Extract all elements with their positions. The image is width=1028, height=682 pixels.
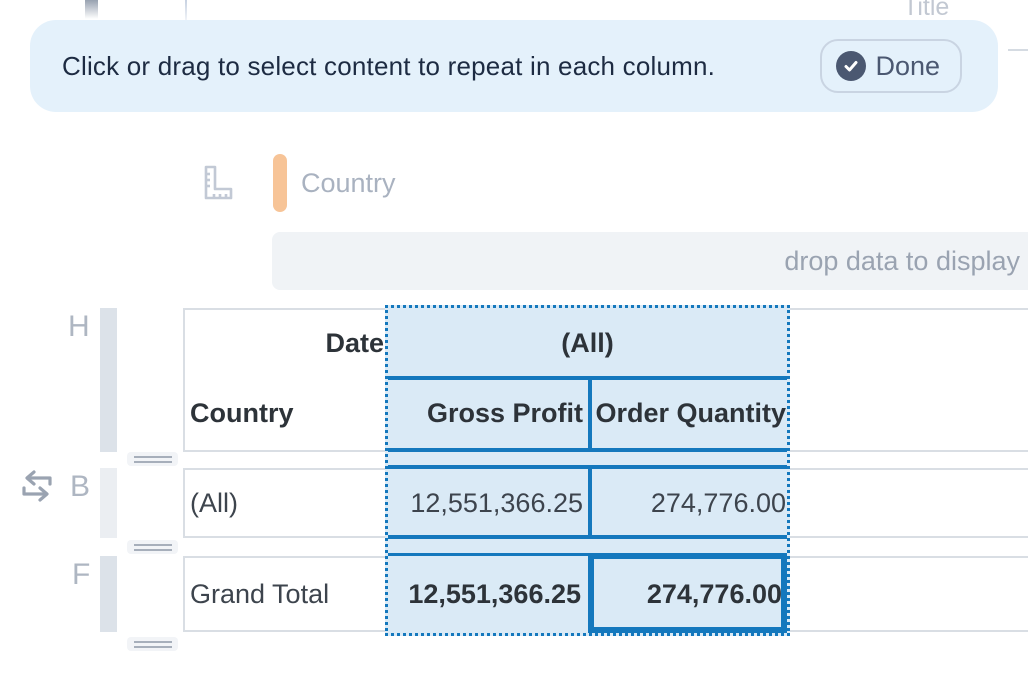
grand-total-order-quantity[interactable]: 274,776.00: [646, 579, 782, 609]
check-circle-icon: [836, 51, 867, 81]
corner-column-field[interactable]: Date: [325, 328, 384, 358]
grand-total-label[interactable]: Grand Total: [190, 579, 330, 609]
grand-total-gross-profit[interactable]: 12,551,366.25: [408, 579, 581, 609]
band-label-header: H: [68, 310, 90, 343]
measure-header-order-quantity[interactable]: Order Quantity: [595, 398, 786, 428]
repeat-selection-region: [385, 305, 790, 636]
selection-grid-line: [388, 535, 787, 539]
drop-data-zone[interactable]: drop data to display: [272, 232, 1028, 290]
divider-fragment: [1008, 49, 1028, 51]
title-label: Title: [903, 0, 950, 21]
field-accent-bar: [273, 154, 287, 212]
selection-grid-line: [388, 465, 787, 469]
drop-hint-label: drop data to display: [784, 245, 1020, 276]
body-cell-gross-profit[interactable]: 12,551,366.25: [410, 488, 583, 518]
panel-border-fragment: [185, 0, 187, 27]
drag-handle-header[interactable]: [127, 452, 178, 466]
repeat-hint-banner: Click or drag to select content to repea…: [30, 20, 998, 112]
selection-grid-line: [388, 553, 592, 556]
band-bar-header: [100, 308, 117, 452]
corner-row-field[interactable]: Country: [190, 398, 294, 428]
drag-handle-body[interactable]: [127, 540, 178, 554]
band-label-footer: F: [72, 558, 91, 591]
body-cell-order-quantity[interactable]: 274,776.00: [650, 488, 786, 518]
column-group-header-cell[interactable]: (All): [561, 328, 614, 358]
body-row-label[interactable]: (All): [190, 488, 238, 518]
band-label-body: B: [70, 470, 91, 503]
repeat-icon: [18, 470, 56, 507]
done-button[interactable]: Done: [820, 39, 962, 93]
scrollbar-fragment: [85, 0, 98, 19]
band-bar-body: [100, 468, 117, 538]
active-cell-outline: [588, 553, 787, 633]
banner-message: Click or drag to select content to repea…: [62, 50, 716, 81]
selection-grid-line: [588, 465, 592, 539]
selection-grid-line: [388, 376, 787, 380]
band-bar-footer: [100, 556, 117, 632]
selection-grid-line: [588, 376, 592, 452]
measure-header-gross-profit[interactable]: Gross Profit: [426, 398, 583, 428]
done-button-label: Done: [875, 50, 940, 81]
country-field[interactable]: Country: [301, 168, 396, 198]
selection-grid-line: [388, 448, 787, 452]
ruler-icon: [202, 165, 234, 206]
drag-handle-footer[interactable]: [127, 637, 178, 651]
